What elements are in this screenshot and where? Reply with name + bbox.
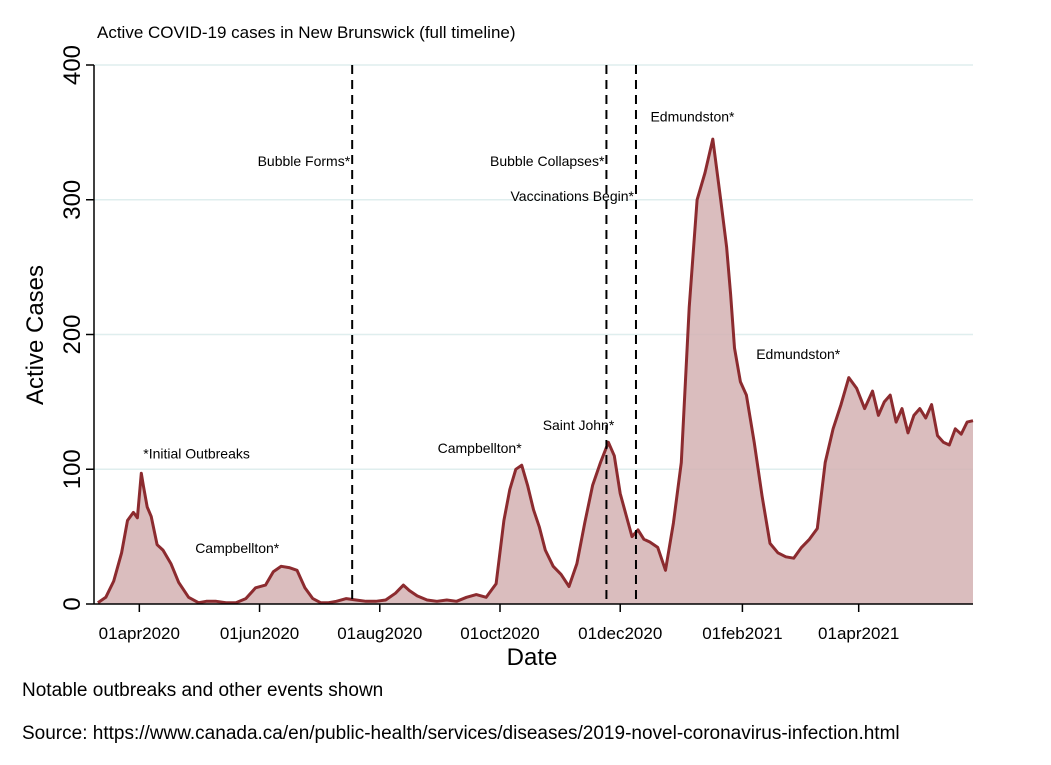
footnote-source: Source: https://www.canada.ca/en/public-…	[22, 723, 900, 744]
x-tick-label: 01oct2020	[460, 624, 539, 643]
event-label: Vaccinations Begin*	[510, 188, 634, 204]
x-tick-label: 01apr2021	[818, 624, 899, 643]
chart-title: Active COVID-19 cases in New Brunswick (…	[97, 23, 516, 42]
annotation-label: Edmundston*	[756, 346, 841, 362]
plot-area	[97, 137, 974, 605]
x-tick-label: 01apr2020	[99, 624, 180, 643]
series-area	[97, 139, 973, 604]
chart: Active COVID-19 cases in New Brunswick (…	[22, 23, 974, 671]
event-lines: Bubble Forms* Bubble Collapses* Vaccinatio…	[258, 65, 637, 604]
axes: 0 100 200 300 400 01apr2020 01jun2020 01aug2020…	[59, 45, 973, 643]
event-label: Bubble Forms*	[258, 153, 351, 169]
x-axis-label: Date	[507, 644, 558, 671]
x-tick-label: 01feb2021	[702, 624, 782, 643]
y-tick-label: 300	[59, 180, 86, 220]
y-axis-label: Active Cases	[22, 265, 49, 405]
x-tick-label: 01aug2020	[337, 624, 422, 643]
annotations: *Initial Outbreaks Campbellton* Campbellto…	[143, 109, 841, 556]
y-tick-label: 400	[59, 45, 86, 85]
x-tick-label: 01dec2020	[578, 624, 662, 643]
y-tick-label: 0	[59, 597, 86, 610]
series-line	[97, 137, 974, 605]
y-tick-label: 100	[59, 449, 86, 489]
x-tick-label: 01jun2020	[220, 624, 299, 643]
annotation-label: *Initial Outbreaks	[143, 445, 250, 461]
annotation-label: Campbellton*	[438, 440, 523, 456]
annotation-label: Saint John*	[543, 417, 615, 433]
footnote-note: Notable outbreaks and other events shown	[22, 680, 384, 701]
y-tick-label: 200	[59, 314, 86, 354]
annotation-label: Edmundston*	[650, 109, 735, 125]
annotation-label: Campbellton*	[195, 540, 280, 556]
event-label: Bubble Collapses*	[490, 153, 605, 169]
